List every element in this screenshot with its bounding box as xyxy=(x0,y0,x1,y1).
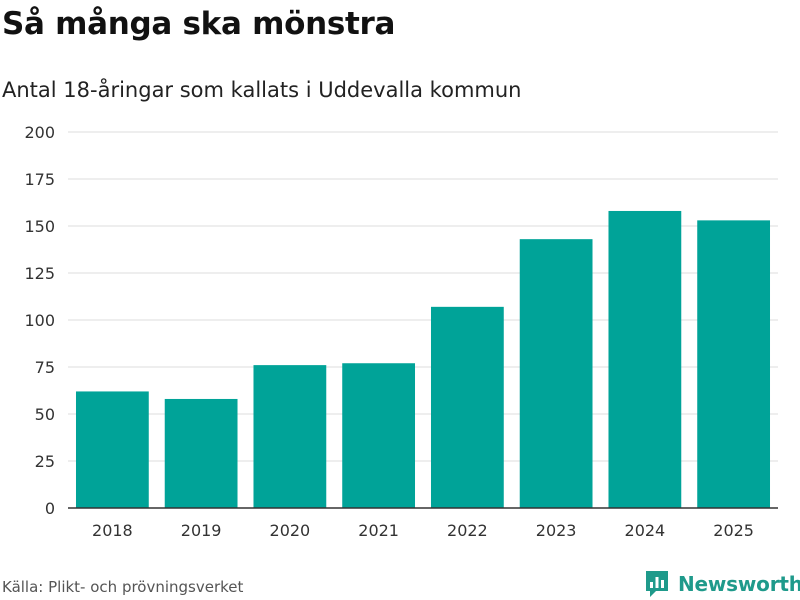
y-tick-label: 75 xyxy=(35,358,55,377)
x-tick-label: 2025 xyxy=(713,521,754,540)
bar xyxy=(342,363,416,508)
x-tick-label: 2021 xyxy=(358,521,399,540)
x-tick-label: 2019 xyxy=(181,521,222,540)
y-tick-label: 100 xyxy=(24,311,55,330)
bar xyxy=(430,306,504,508)
newsworthy-logo-icon xyxy=(646,571,668,597)
brand-name: Newsworthy xyxy=(678,572,800,596)
bar xyxy=(519,239,593,508)
source-note: Källa: Plikt- och prövningsverket xyxy=(2,578,244,596)
x-tick-label: 2020 xyxy=(270,521,311,540)
x-tick-label: 2022 xyxy=(447,521,488,540)
y-tick-label: 150 xyxy=(24,217,55,236)
bar xyxy=(75,391,149,508)
y-tick-label: 125 xyxy=(24,264,55,283)
bar xyxy=(253,365,327,508)
bar xyxy=(697,220,771,509)
chart-title: Så många ska mönstra xyxy=(2,6,396,42)
x-tick-label: 2024 xyxy=(625,521,666,540)
y-tick-label: 175 xyxy=(24,170,55,189)
y-tick-label: 50 xyxy=(35,405,55,424)
bar xyxy=(164,398,238,508)
bar xyxy=(608,210,682,508)
y-tick-label: 25 xyxy=(35,452,55,471)
x-tick-label: 2018 xyxy=(92,521,133,540)
brand-logo: Newsworthy xyxy=(644,569,800,599)
y-tick-label: 0 xyxy=(45,499,55,518)
x-tick-label: 2023 xyxy=(536,521,577,540)
y-tick-label: 200 xyxy=(24,123,55,142)
chart-subtitle: Antal 18-åringar som kallats i Uddevalla… xyxy=(2,78,522,102)
